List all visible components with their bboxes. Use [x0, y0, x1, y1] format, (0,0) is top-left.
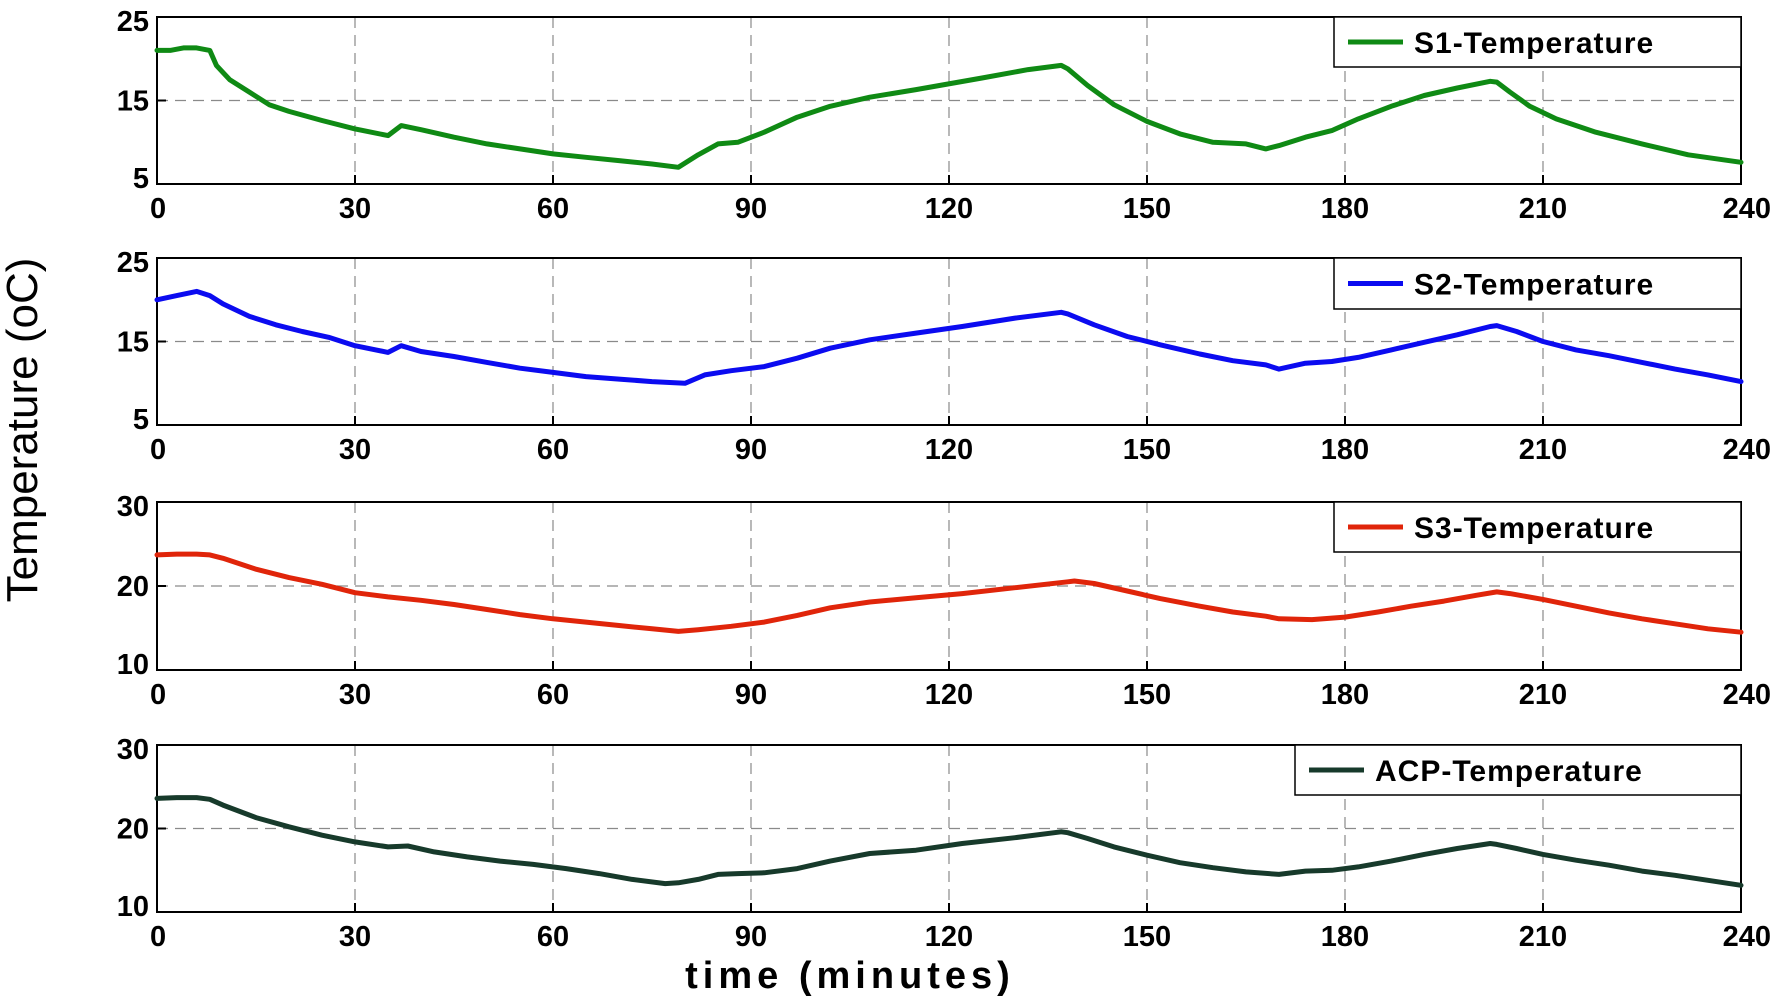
series-line-3 — [154, 551, 1744, 635]
x-tick-label: 240 — [1723, 193, 1771, 225]
y-tick-label: 10 — [117, 649, 149, 681]
y-axis-title: Temperature (oC) — [0, 258, 47, 603]
x-tick-label: 0 — [150, 921, 166, 953]
x-tick-label: 240 — [1723, 679, 1771, 711]
series-line-4 — [154, 795, 1744, 888]
x-tick-label: 150 — [1123, 679, 1171, 711]
panel-3: 0 30 60 90 120 150 180 210 240 10 20 30 S3-Temperatu… — [117, 491, 1771, 711]
y-tick-label: 5 — [133, 404, 149, 436]
series-line-1 — [154, 45, 1744, 170]
x-tick-label: 150 — [1123, 193, 1171, 225]
y-tick-label: 10 — [117, 891, 149, 923]
x-tick-label: 210 — [1519, 434, 1567, 466]
legend-label: S2-Temperature — [1414, 269, 1654, 302]
legend-3: S3-Temperature — [1333, 501, 1742, 553]
x-tick-label: 210 — [1519, 193, 1567, 225]
x-tick-label: 120 — [925, 921, 973, 953]
x-tick-label: 120 — [925, 193, 973, 225]
x-tick-label: 120 — [925, 679, 973, 711]
panel-2: 0 30 60 90 120 150 180 210 240 5 15 25 S2-Temperatur… — [117, 247, 1771, 466]
y-tick-label: 20 — [117, 571, 149, 603]
x-tick-label: 60 — [537, 921, 569, 953]
series-line-2 — [154, 288, 1744, 386]
x-axis-title: time (minutes) — [685, 955, 1015, 997]
x-tick-label: 90 — [735, 193, 767, 225]
x-tick-label: 150 — [1123, 921, 1171, 953]
x-tick-label: 150 — [1123, 434, 1171, 466]
x-tick-label: 0 — [150, 679, 166, 711]
y-tick-label: 30 — [117, 491, 149, 523]
legend-box — [1294, 744, 1742, 796]
y-tick-label: 15 — [117, 327, 149, 359]
x-tick-label: 30 — [339, 679, 371, 711]
x-tick-label: 240 — [1723, 921, 1771, 953]
y-tick-label: 20 — [117, 814, 149, 846]
x-tick-label: 60 — [537, 434, 569, 466]
legend-2: S2-Temperature — [1333, 257, 1742, 310]
x-tick-label: 210 — [1519, 921, 1567, 953]
x-tick-label: 120 — [925, 434, 973, 466]
x-tick-label: 30 — [339, 193, 371, 225]
panel-4: 0 30 60 90 120 150 180 210 240 10 20 30 ACP-Temperat… — [117, 734, 1771, 953]
x-tick-label: 30 — [339, 434, 371, 466]
x-tick-label: 90 — [735, 921, 767, 953]
y-tick-label: 15 — [117, 86, 149, 118]
x-tick-label: 180 — [1321, 193, 1369, 225]
y-tick-label: 25 — [117, 6, 149, 38]
y-tick-label: 30 — [117, 734, 149, 766]
x-tick-label: 210 — [1519, 679, 1567, 711]
x-tick-label: 60 — [537, 679, 569, 711]
x-tick-label: 90 — [735, 679, 767, 711]
x-tick-label: 60 — [537, 193, 569, 225]
legend-1: S1-Temperature — [1333, 16, 1742, 68]
x-tick-label: 180 — [1321, 679, 1369, 711]
y-tick-label: 25 — [117, 247, 149, 279]
x-tick-label: 30 — [339, 921, 371, 953]
legend-label: ACP-Temperature — [1375, 755, 1643, 788]
panel-1: 0 30 60 90 120 150 180 210 240 5 15 25 S1-Temperatur… — [117, 6, 1771, 225]
x-tick-label: 180 — [1321, 434, 1369, 466]
legend-4: ACP-Temperature — [1294, 744, 1742, 796]
x-tick-label: 90 — [735, 434, 767, 466]
y-tick-label: 5 — [133, 163, 149, 195]
legend-label: S1-Temperature — [1414, 27, 1654, 60]
legend-label: S3-Temperature — [1414, 512, 1654, 545]
x-tick-label: 180 — [1321, 921, 1369, 953]
x-tick-label: 0 — [150, 434, 166, 466]
x-tick-label: 240 — [1723, 434, 1771, 466]
x-tick-label: 0 — [150, 193, 166, 225]
